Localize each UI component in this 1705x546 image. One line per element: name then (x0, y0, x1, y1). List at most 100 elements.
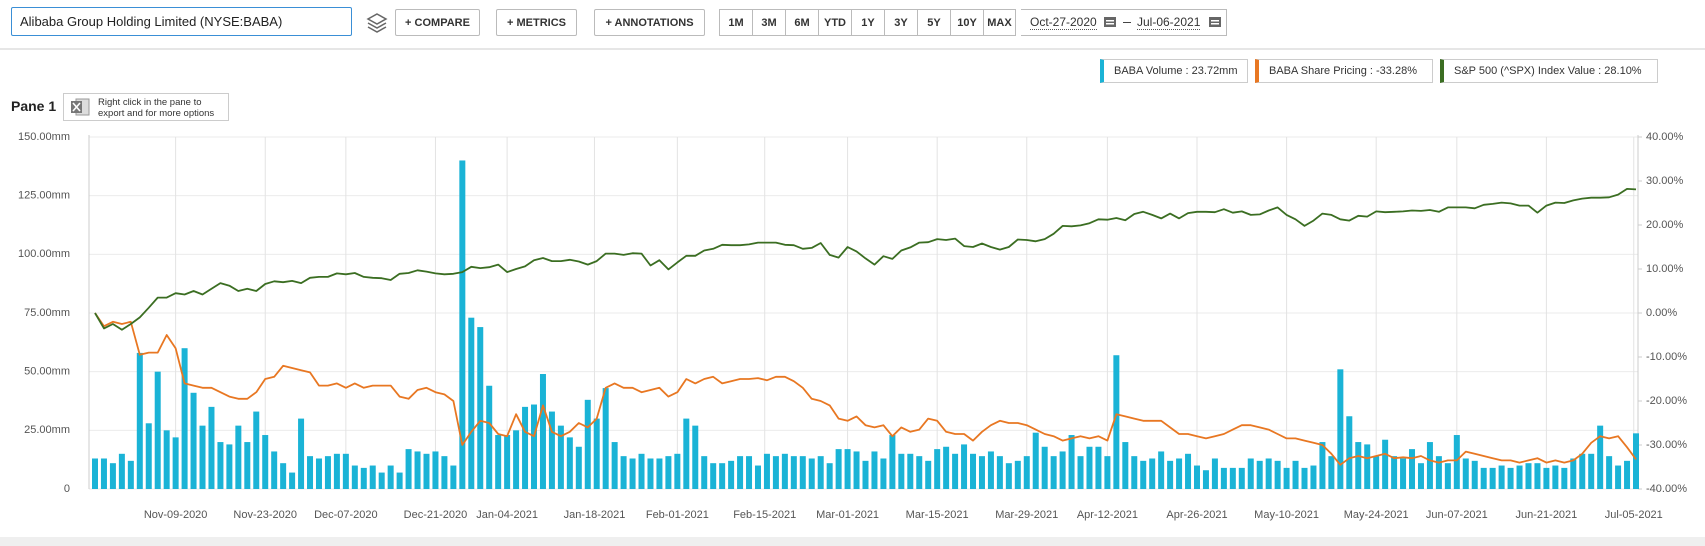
x-tick-label: Jun-07-2021 (1426, 509, 1488, 521)
bar (844, 449, 851, 489)
bar (118, 453, 125, 489)
bar (1579, 453, 1586, 489)
bar (513, 430, 520, 489)
date-range (1021, 9, 1227, 36)
bar (1292, 460, 1299, 489)
excel-icon[interactable] (70, 97, 90, 117)
line (94, 312, 1637, 466)
legend-entry[interactable]: S&P 500 (^SPX) Index Value : 28.10% (1440, 59, 1658, 83)
bar (898, 453, 905, 489)
range-button[interactable]: MAX (983, 9, 1016, 36)
bar (746, 456, 753, 489)
bar (1507, 467, 1514, 489)
range-button[interactable]: 3Y (884, 9, 917, 36)
range-button[interactable]: 1M (719, 9, 752, 36)
bar (880, 458, 887, 489)
x-tick-label: Jan-18-2021 (564, 509, 626, 521)
bar (629, 458, 636, 489)
x-tick-label: Feb-01-2021 (646, 509, 709, 521)
bar (575, 446, 582, 489)
x-tick-label: Dec-21-2020 (404, 509, 468, 521)
x-tick-label: Jun-21-2021 (1516, 509, 1578, 521)
bar (1534, 463, 1541, 489)
range-button[interactable]: YTD (818, 9, 851, 36)
bar (271, 451, 278, 489)
calendar-icon[interactable] (1208, 16, 1222, 28)
range-button[interactable]: 10Y (950, 9, 983, 36)
annotations-button[interactable]: + ANNOTATIONS (594, 9, 705, 36)
bar (1552, 465, 1559, 489)
bar (468, 317, 475, 489)
bar (907, 453, 914, 489)
compare-button[interactable]: + COMPARE (395, 9, 480, 36)
bar (100, 458, 107, 489)
bar (1462, 458, 1469, 489)
end-date[interactable]: Jul-06-2021 (1137, 15, 1201, 30)
bar (351, 465, 358, 489)
bar (226, 444, 233, 489)
bar (1453, 435, 1460, 489)
bar (235, 425, 242, 489)
bar (1122, 442, 1129, 489)
bar (145, 423, 152, 489)
bar (1346, 416, 1353, 489)
y-tick-label: 75.00mm (24, 307, 70, 319)
bar (369, 465, 376, 489)
bar (92, 458, 98, 489)
bar (1059, 451, 1066, 489)
range-button[interactable]: 6M (785, 9, 818, 36)
y2-tick-label: -20.00% (1646, 395, 1687, 407)
calendar-icon[interactable] (1103, 16, 1117, 28)
bar (620, 456, 627, 489)
bar (728, 460, 735, 489)
bar (916, 456, 923, 489)
separator (0, 48, 1705, 50)
bar (1480, 467, 1487, 489)
bar (1238, 467, 1245, 489)
bar (548, 411, 555, 489)
scrollbar (0, 537, 1705, 546)
range-button[interactable]: 3M (752, 9, 785, 36)
bar (298, 418, 305, 489)
start-date[interactable]: Oct-27-2020 (1030, 15, 1097, 30)
bar (584, 399, 591, 489)
bar (432, 451, 439, 489)
bar (1229, 467, 1236, 489)
bar (262, 435, 269, 489)
x-tick-label: Mar-29-2021 (995, 509, 1058, 521)
bar (1158, 451, 1165, 489)
bar (1202, 470, 1209, 489)
range-button[interactable]: 1Y (851, 9, 884, 36)
bar (289, 472, 296, 489)
layers-icon[interactable] (366, 11, 388, 35)
bar (307, 456, 314, 489)
bar (450, 465, 457, 489)
bar (996, 456, 1003, 489)
search-box[interactable]: Alibaba Group Holding Limited (NYSE:BABA… (11, 7, 352, 36)
y2-tick-label: 20.00% (1646, 219, 1684, 231)
range-button[interactable]: 5Y (917, 9, 950, 36)
bar (1023, 456, 1030, 489)
legend-entry[interactable]: BABA Volume : 23.72mm (1100, 59, 1248, 83)
bar (1193, 465, 1200, 489)
bar (1426, 442, 1433, 489)
bar (504, 435, 511, 489)
x-tick-label: Jul-05-2021 (1605, 509, 1663, 521)
x-tick-label: Mar-15-2021 (906, 509, 969, 521)
bar (987, 451, 994, 489)
bar (342, 453, 349, 489)
bar (324, 456, 331, 489)
bar (817, 456, 824, 489)
bar (647, 458, 654, 489)
x-tick-label: Mar-01-2021 (816, 509, 879, 521)
bar (1256, 460, 1263, 489)
metrics-button[interactable]: + METRICS (496, 9, 577, 36)
legend-entry[interactable]: BABA Share Pricing : -33.28% (1255, 59, 1433, 83)
bar (154, 371, 161, 489)
export-hint[interactable]: Right click in the pane to export and fo… (63, 93, 229, 121)
bar (1525, 463, 1532, 489)
bar (1005, 463, 1012, 489)
bar (638, 453, 645, 489)
bar (1086, 446, 1093, 489)
